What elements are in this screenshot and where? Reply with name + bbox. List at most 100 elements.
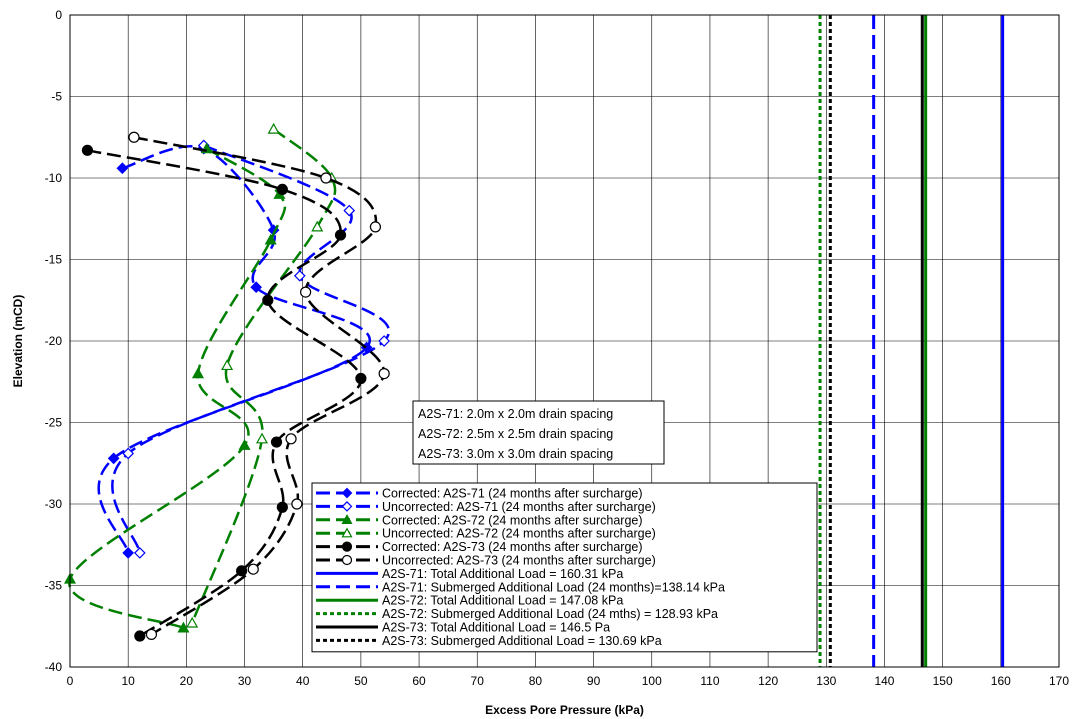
x-tick-label: 70	[471, 674, 485, 688]
legend-label: A2S-72: Submerged Additional Load (24 mt…	[382, 607, 718, 621]
data-point-marker	[293, 269, 306, 282]
series-line	[133, 136, 386, 636]
data-point-marker	[145, 628, 158, 641]
x-tick-label: 80	[529, 674, 543, 688]
y-tick-label: -25	[45, 416, 63, 430]
data-point-marker	[285, 433, 297, 445]
legend-label: Corrected: A2S-72 (24 months after surch…	[382, 513, 643, 527]
x-tick-label: 90	[587, 674, 601, 688]
data-point-marker	[311, 220, 324, 232]
data-point-marker	[276, 183, 288, 196]
drain-spacing-note-box: A2S-71: 2.0m x 2.0m drain spacing A2S-72…	[412, 400, 665, 465]
y-tick-label: 0	[55, 8, 62, 22]
x-tick-label: 170	[1049, 674, 1069, 688]
data-point-marker	[81, 144, 94, 156]
y-tick-label: -30	[45, 497, 63, 511]
data-point-marker	[369, 221, 382, 233]
x-axis-title: Excess Pore Pressure (kPa)	[485, 703, 644, 717]
data-point-marker	[341, 487, 353, 499]
data-point-marker	[221, 359, 234, 371]
y-tick-label: -10	[45, 171, 63, 185]
series-0	[97, 142, 373, 559]
series-4	[81, 144, 367, 642]
legend: Corrected: A2S-71 (24 months after surch…	[311, 482, 818, 653]
legend-label: Uncorrected: A2S-73 (24 months after sur…	[382, 554, 656, 568]
data-point-marker	[341, 527, 353, 538]
data-point-marker	[191, 367, 205, 379]
data-point-marker	[378, 335, 391, 347]
legend-item: A2S-73: Total Additional Load = 146.5 Pa	[316, 621, 610, 635]
legend-label: Corrected: A2S-71 (24 months after surch…	[382, 487, 643, 501]
series-1	[111, 139, 391, 559]
legend-item: A2S-72: Submerged Additional Load (24 mt…	[316, 607, 718, 621]
x-tick-label: 150	[933, 674, 953, 688]
data-point-marker	[236, 565, 248, 577]
data-point-marker	[238, 439, 251, 450]
x-tick-label: 120	[758, 674, 778, 688]
data-point-marker	[186, 616, 199, 628]
y-tick-label: -15	[45, 253, 63, 267]
data-point-marker	[133, 547, 146, 559]
data-series	[63, 122, 391, 642]
data-point-marker	[255, 432, 269, 444]
x-tick-label: 100	[642, 674, 662, 688]
data-point-marker	[107, 452, 120, 465]
data-point-marker	[134, 630, 146, 642]
data-point-marker	[341, 541, 353, 552]
series-2	[63, 142, 287, 633]
legend-label: Uncorrected: A2S-72 (24 months after sur…	[382, 527, 656, 541]
legend-label: A2S-73: Total Additional Load = 146.5 Pa	[382, 621, 610, 635]
data-point-marker	[122, 447, 135, 460]
data-point-marker	[276, 501, 288, 513]
data-point-marker	[334, 229, 347, 241]
legend-item: A2S-71: Total Additional Load = 160.31 k…	[316, 567, 623, 581]
data-point-marker	[291, 498, 303, 510]
data-point-marker	[341, 501, 353, 512]
legend-item: Corrected: A2S-72 (24 months after surch…	[316, 513, 643, 527]
y-tick-label: -5	[51, 90, 62, 104]
legend-item: Uncorrected: A2S-71 (24 months after sur…	[316, 500, 656, 514]
legend-item: Corrected: A2S-71 (24 months after surch…	[316, 487, 643, 501]
x-tick-label: 0	[67, 674, 74, 688]
x-tick-label: 40	[296, 674, 310, 688]
legend-label: Uncorrected: A2S-71 (24 months after sur…	[382, 500, 656, 514]
legend-item: Uncorrected: A2S-73 (24 months after sur…	[316, 554, 656, 568]
x-tick-label: 160	[991, 674, 1011, 688]
data-point-marker	[122, 547, 135, 559]
x-tick-label: 130	[816, 674, 836, 688]
plot-frame	[69, 14, 1060, 668]
data-point-marker	[267, 122, 280, 134]
data-point-marker	[320, 172, 332, 184]
data-point-marker	[128, 131, 140, 143]
series-line	[191, 128, 337, 624]
legend-box	[311, 482, 818, 653]
series-3	[186, 122, 338, 628]
legend-item: Uncorrected: A2S-72 (24 months after sur…	[316, 527, 656, 541]
legend-label: A2S-71: Total Additional Load = 160.31 k…	[382, 567, 623, 581]
data-point-marker	[250, 281, 263, 294]
y-tick-label: -20	[45, 334, 63, 348]
y-tick-label: -35	[45, 579, 63, 593]
legend-label: A2S-71: Submerged Additional Load (24 mo…	[382, 580, 725, 594]
x-tick-label: 60	[412, 674, 426, 688]
data-point-marker	[355, 372, 367, 385]
note-line: A2S-72: 2.5m x 2.5m drain spacing	[418, 427, 613, 441]
x-tick-label: 110	[700, 674, 719, 688]
data-point-marker	[300, 286, 312, 298]
x-tick-label: 30	[238, 674, 252, 688]
note-line: A2S-71: 2.0m x 2.0m drain spacing	[418, 407, 613, 421]
note-line: A2S-73: 3.0m x 3.0m drain spacing	[418, 447, 613, 461]
series-5	[128, 131, 390, 641]
data-point-marker	[264, 233, 277, 245]
data-point-marker	[262, 294, 274, 306]
data-point-marker	[343, 204, 356, 217]
x-tick-label: 140	[874, 674, 894, 688]
x-tick-label: 10	[121, 674, 135, 688]
data-point-marker	[378, 368, 390, 380]
legend-label: A2S-72: Total Additional Load = 147.08 k…	[382, 594, 623, 608]
y-axis-title: Elevation (mCD)	[11, 295, 25, 388]
x-tick-label: 50	[354, 674, 368, 688]
x-tick-label: 20	[180, 674, 194, 688]
data-point-marker	[177, 621, 190, 633]
